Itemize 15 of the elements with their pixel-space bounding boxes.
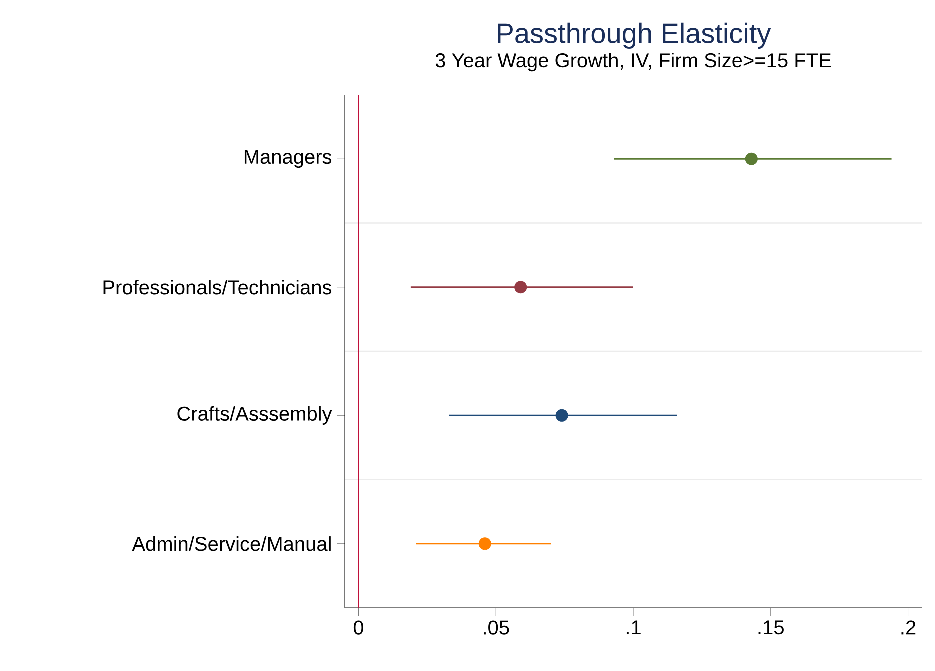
- y-tick-label: Managers: [244, 150, 332, 168]
- y-tick-label: Professionals/Technicians: [104, 280, 332, 295]
- point: [478, 538, 492, 550]
- point: [514, 281, 528, 294]
- x-tick-label: .05: [484, 620, 510, 635]
- point: [556, 409, 568, 422]
- point: [745, 152, 758, 166]
- chart-title: Passthrough Elasticity: [498, 22, 772, 49]
- x-tick-label: 0: [354, 620, 364, 635]
- x-tick-label: .1: [626, 620, 641, 634]
- y-tick-label: Admin/Service/Manual: [132, 536, 331, 552]
- x-tick-label: .15: [758, 620, 784, 635]
- chart-subtitle: 3 Year Wage Growth, IV, Firm Size>=15 FTE: [436, 52, 832, 72]
- x-tick-label: .2: [902, 620, 916, 635]
- y-tick-label: Crafts/Asssembly: [178, 406, 332, 425]
